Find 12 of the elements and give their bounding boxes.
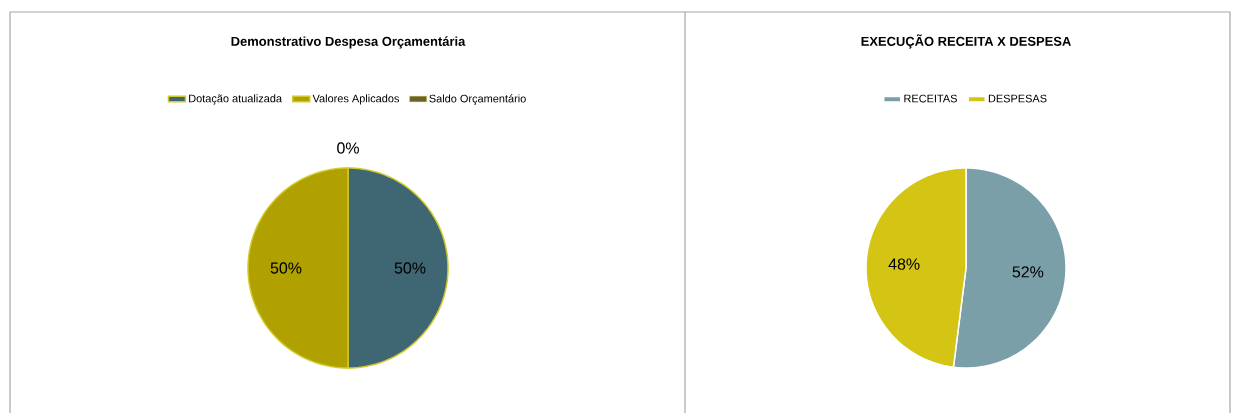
data-label: 50%	[394, 262, 426, 274]
legend-label: Dotação atualizada	[189, 94, 283, 105]
legend-label: DESPESAS	[988, 94, 1047, 103]
chart-title: Demonstrativo Despesa Orçamentária	[231, 36, 466, 49]
data-label: 50%	[270, 262, 302, 274]
data-label: 48%	[888, 258, 920, 270]
text: 0%	[337, 142, 359, 154]
data-label: 52%	[1012, 266, 1044, 278]
chart-title: EXECUÇÃO RECEITA X DESPESA	[861, 34, 1071, 49]
legend-label: Saldo Orçamentário	[429, 94, 526, 105]
legend-label: Valores Aplicados	[312, 94, 400, 105]
legend-label: RECEITAS	[904, 94, 957, 103]
